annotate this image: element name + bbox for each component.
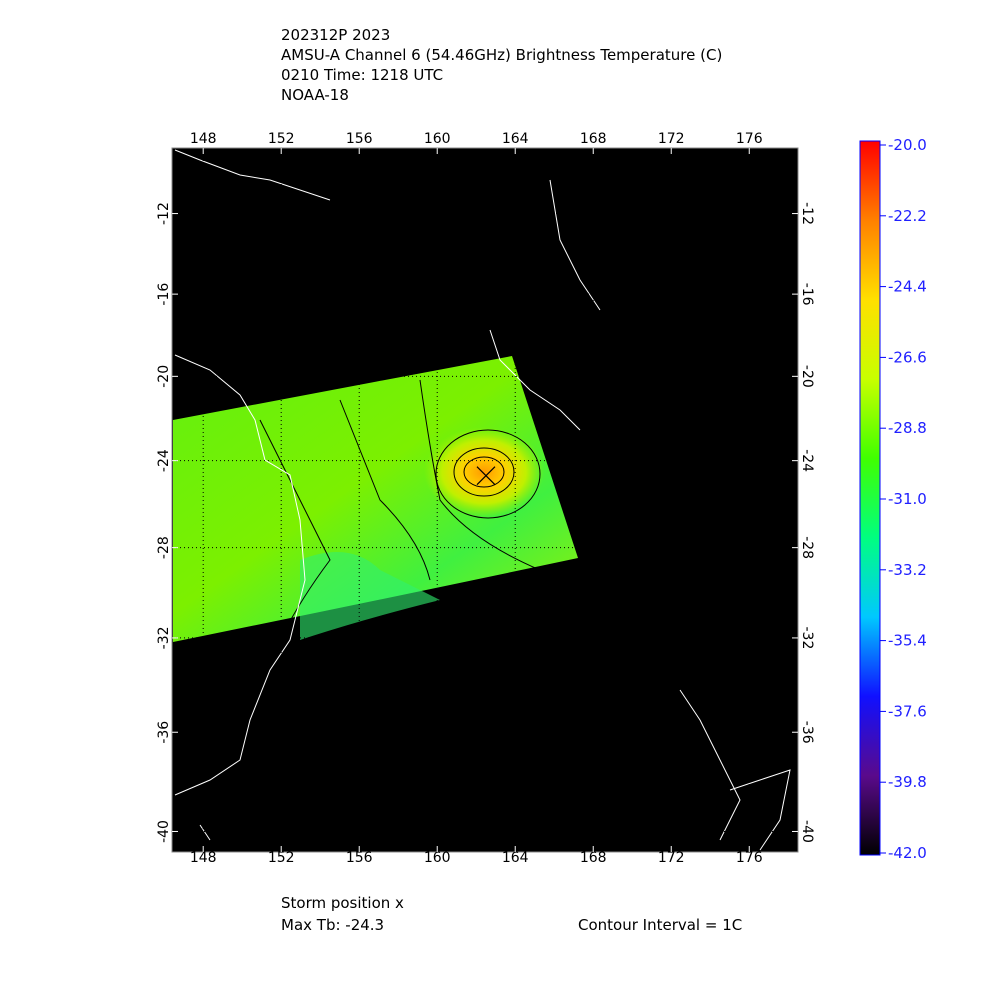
colorbar-label: -35.4 <box>888 632 927 650</box>
lat-label-left: -40 <box>156 820 172 843</box>
lat-label-right: -16 <box>799 283 815 306</box>
lat-label-left: -36 <box>156 721 172 744</box>
lon-label-top: 168 <box>580 131 607 147</box>
lon-label-top: 176 <box>736 131 763 147</box>
colorbar-ticks: -20.0 -22.2 -24.4 -26.6 -28.8 -31.0 -33.2 -35.4… <box>880 136 927 862</box>
lat-label-left: -28 <box>156 536 172 559</box>
max-tb: Max Tb: -24.3 <box>281 916 384 934</box>
colorbar-label: -26.6 <box>888 348 927 366</box>
storm-label: Storm position x <box>281 894 404 912</box>
lon-label-top: 164 <box>502 131 529 147</box>
lon-label-top: 160 <box>424 131 451 147</box>
lat-label-right: -36 <box>799 721 815 744</box>
lat-label-right: -28 <box>799 536 815 559</box>
lon-label-bottom: 152 <box>268 850 295 866</box>
lat-label-left: -16 <box>156 283 172 306</box>
lat-label-right: -40 <box>799 820 815 843</box>
lat-label-left: -20 <box>156 365 172 388</box>
cool-region <box>300 552 440 640</box>
header: 202312P 2023 AMSU-A Channel 6 (54.46GHz) … <box>281 26 722 104</box>
contour-interval: Contour Interval = 1C <box>578 916 742 934</box>
title-line: AMSU-A Channel 6 (54.46GHz) Brightness T… <box>281 46 722 64</box>
map-content <box>172 148 798 852</box>
colorbar-label: -31.0 <box>888 490 927 508</box>
lon-label-top: 152 <box>268 131 295 147</box>
colorbar-label: -33.2 <box>888 561 927 579</box>
title-line: 0210 Time: 1218 UTC <box>281 66 443 84</box>
title-line: NOAA-18 <box>281 86 349 104</box>
lon-label-top: 172 <box>658 131 685 147</box>
colorbar-label: -42.0 <box>888 844 927 862</box>
colorbar-label: -22.2 <box>888 207 927 225</box>
lon-label-top: 148 <box>190 131 217 147</box>
lon-label-bottom: 172 <box>658 850 685 866</box>
title-line: 202312P 2023 <box>281 26 390 44</box>
storm-marker <box>476 466 496 486</box>
colorbar-label: -28.8 <box>888 419 927 437</box>
colorbar-label: -37.6 <box>888 702 927 720</box>
lon-label-bottom: 176 <box>736 850 763 866</box>
lat-label-right: -32 <box>799 626 815 649</box>
lon-label-bottom: 156 <box>346 850 373 866</box>
lon-label-bottom: 164 <box>502 850 529 866</box>
lat-label-left: -24 <box>156 449 172 472</box>
grid <box>172 148 798 852</box>
axes: 148 148 152 152 156 156 160 160 164 164 168 168 172 1… <box>156 131 815 866</box>
storm-x <box>476 466 496 486</box>
lat-label-right: -20 <box>799 365 815 388</box>
colorbar-label: -39.8 <box>888 773 927 791</box>
coastlines <box>174 149 791 851</box>
lat-label-left: -32 <box>156 626 172 649</box>
lat-label-right: -12 <box>799 202 815 225</box>
colorbar-label: -24.4 <box>888 278 927 296</box>
lat-label-right: -24 <box>799 449 815 472</box>
colorbar-label: -20.0 <box>888 136 927 154</box>
lat-label-left: -12 <box>156 202 172 225</box>
lon-label-bottom: 148 <box>190 850 217 866</box>
colorbar <box>859 140 881 856</box>
lon-label-top: 156 <box>346 131 373 147</box>
lon-label-bottom: 160 <box>424 850 451 866</box>
lon-label-bottom: 168 <box>580 850 607 866</box>
contours <box>259 379 541 641</box>
warm-core <box>424 427 544 517</box>
